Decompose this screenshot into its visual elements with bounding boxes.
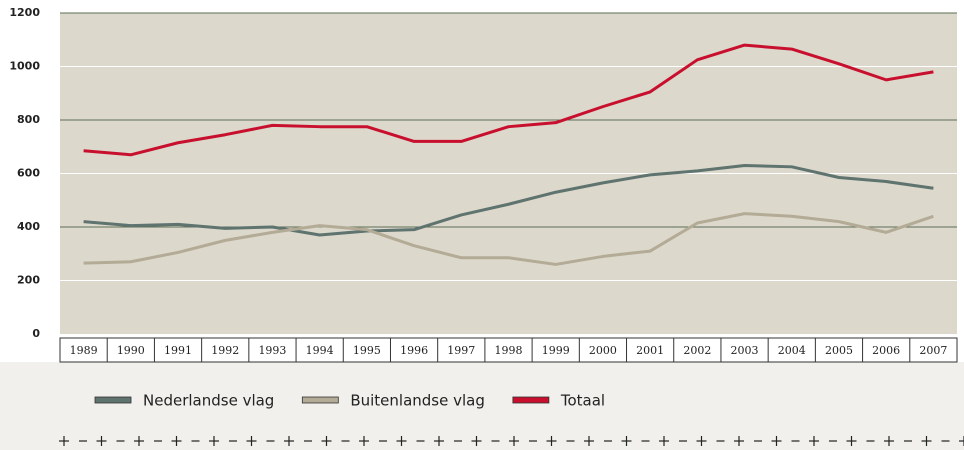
- x-tick-label: 2001: [636, 344, 664, 357]
- legend-swatch: [301, 396, 339, 404]
- y-tick-label: 200: [17, 274, 40, 287]
- series-line: [83, 212, 934, 266]
- x-tick-label: 1999: [542, 344, 570, 357]
- y-tick-label: 0: [32, 327, 40, 340]
- x-axis-box: [59, 337, 958, 363]
- x-tick-label: 2004: [778, 344, 806, 357]
- x-tick-label: 1991: [164, 344, 192, 357]
- x-tick-label: 1989: [70, 344, 98, 357]
- series-line: [83, 43, 934, 157]
- x-tick-label: 2003: [731, 344, 759, 357]
- x-tick-label: 2000: [589, 344, 617, 357]
- x-tick-label: 2007: [919, 344, 947, 357]
- legend-swatch: [512, 396, 550, 404]
- legend-label: Totaal: [560, 392, 605, 410]
- legend-panel: [0, 362, 964, 450]
- y-tick-label: 1000: [9, 60, 40, 73]
- x-tick-label: 1996: [400, 344, 428, 357]
- x-tick-label: 2002: [683, 344, 711, 357]
- x-tick-label: 1995: [353, 344, 381, 357]
- x-tick-label: 2005: [825, 344, 853, 357]
- legend-swatch: [94, 396, 132, 404]
- legend-label: Buitenlandse vlag: [350, 392, 485, 410]
- x-tick-label: 1994: [306, 344, 334, 357]
- y-tick-label: 400: [17, 220, 40, 233]
- y-tick-label: 600: [17, 167, 40, 180]
- x-tick-label: 1990: [117, 344, 145, 357]
- x-tick-label: 1992: [211, 344, 239, 357]
- y-tick-label: 800: [17, 113, 40, 126]
- legend-label: Nederlandse vlag: [143, 392, 274, 410]
- y-tick-label: 1200: [9, 6, 40, 19]
- x-tick-label: 1993: [258, 344, 286, 357]
- x-tick-label: 1998: [495, 344, 523, 357]
- series-line: [83, 163, 934, 237]
- x-tick-label: 1997: [447, 344, 475, 357]
- x-tick-label: 2006: [872, 344, 900, 357]
